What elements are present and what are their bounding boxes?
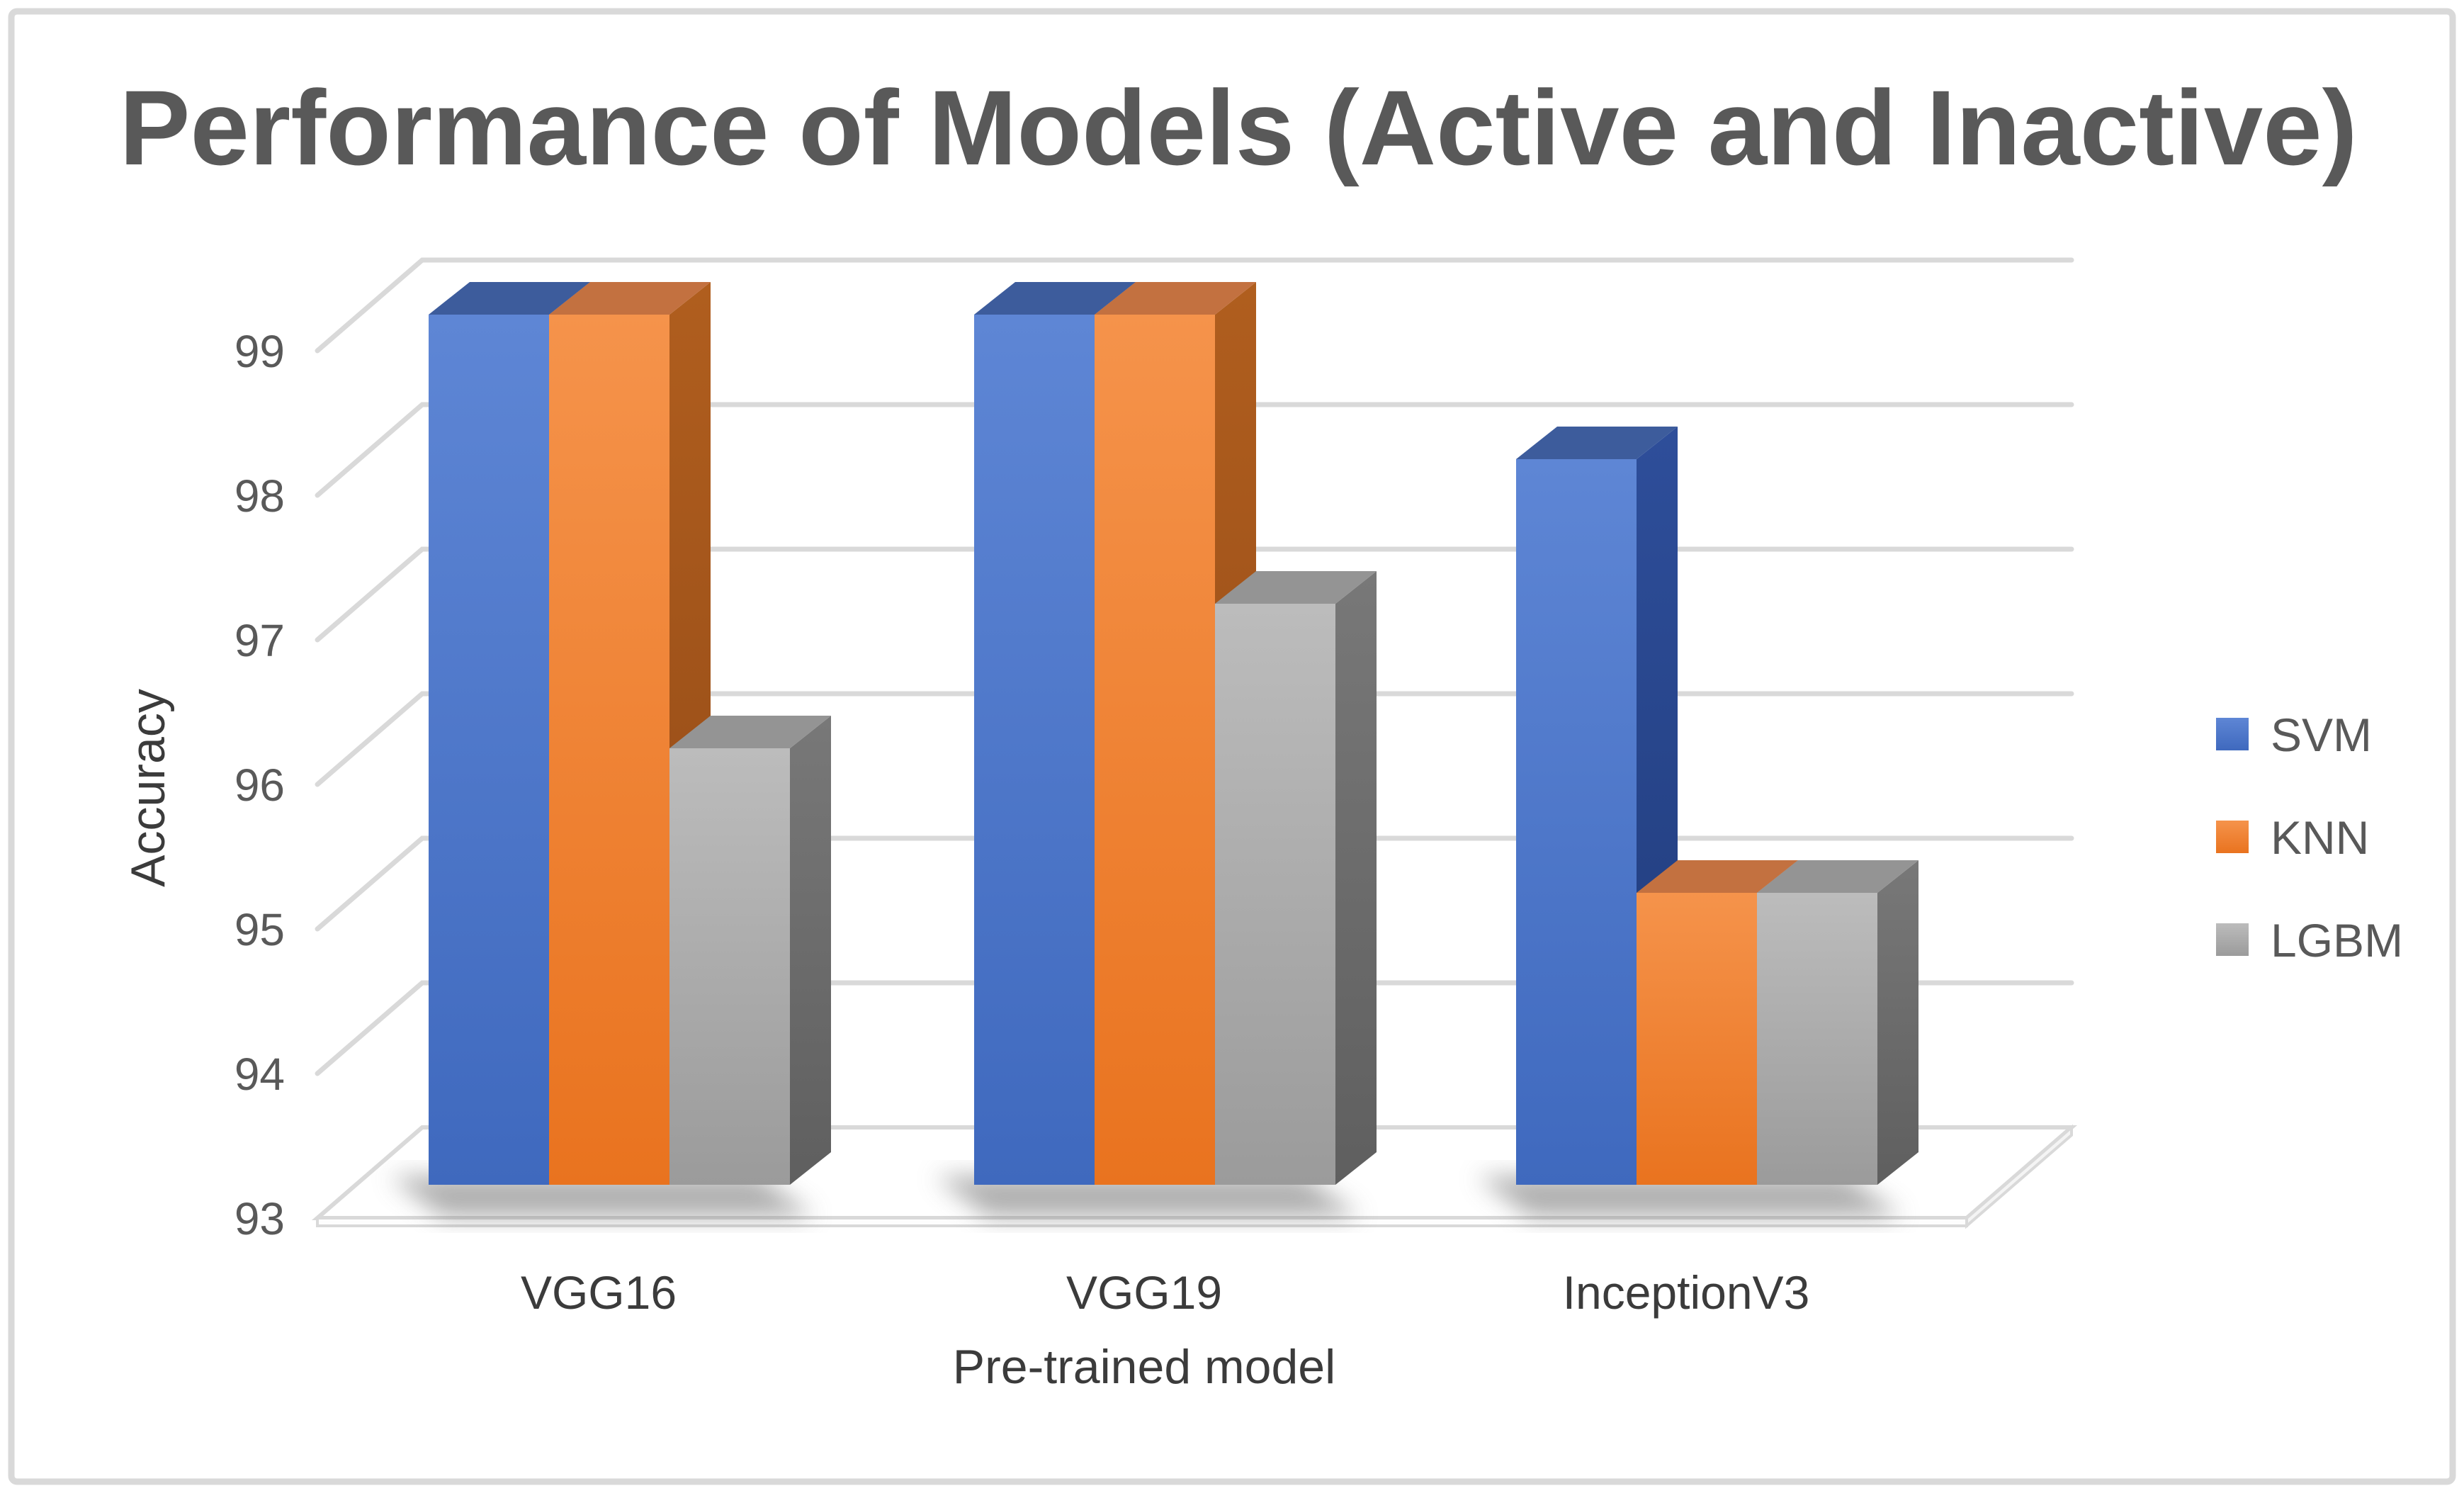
y-axis-title: Accuracy [121,689,175,887]
bar-front-face [1637,893,1757,1185]
bar-top-face [549,282,711,315]
bar-front-face [669,748,790,1185]
bar-top-face [1637,860,1798,893]
x-category-label-vgg19: VGG19 [1066,1266,1222,1319]
legend-label-lgbm: LGBM [2271,914,2403,967]
legend-swatch-svm [2216,718,2249,750]
y-tick-label-99: 99 [234,326,285,377]
bar-knn-vgg19 [1095,282,1256,1185]
bar-lgbm-vgg19 [1215,571,1377,1185]
bar-top-face [429,282,590,315]
bar-front-face [429,315,549,1185]
legend-item-lgbm: LGBM [2216,914,2403,967]
bar-side-face [1877,860,1918,1185]
legend: SVM KNN LGBM [2216,709,2403,967]
bar-top-face [1095,282,1256,315]
bar-shadows [390,1176,1902,1217]
legend-item-svm: SVM [2216,709,2372,761]
cluster-shadow-InceptionV3 [1477,1176,1902,1217]
legend-swatch-knn [2216,821,2249,853]
y-tick-labels: 93 94 95 96 97 98 99 [234,326,285,1244]
cluster-shadow-VGG16 [390,1176,815,1217]
bar-front-face [1215,604,1335,1185]
y-tick-label-96: 96 [234,760,285,811]
bar-top-face [669,716,831,748]
bar-lgbm-inceptionv3 [1757,860,1918,1185]
gridline-98 [315,402,2074,498]
floor-front-face [316,1217,1968,1227]
y-tick-label-93: 93 [234,1193,285,1244]
legend-swatch-lgbm [2216,923,2249,956]
legend-label-svm: SVM [2271,709,2372,761]
y-tick-label-97: 97 [234,615,285,666]
bar-top-face [1215,571,1377,604]
x-axis-title: Pre-trained model [953,1340,1335,1394]
bar-top-face [1757,860,1918,893]
bar-side-face [790,716,831,1185]
y-tick-label-94: 94 [234,1049,285,1100]
bar-top-face [974,282,1136,315]
y-tick-label-98: 98 [234,471,285,522]
floor-right-face [1965,1124,2073,1229]
y-tick-label-95: 95 [234,904,285,955]
cluster-shadow-VGG19 [935,1176,1360,1217]
bar-lgbm-vgg16 [669,716,831,1185]
bar-front-face [974,315,1095,1185]
bar-front-face [1095,315,1215,1185]
x-category-label-inceptionv3: InceptionV3 [1563,1266,1810,1319]
bars [429,282,1918,1185]
gridline-99 [315,257,2074,354]
figure-border [8,8,2456,1485]
bar-front-face [549,315,669,1185]
chart-title: Performance of Models (Active and Inacti… [119,68,2357,187]
legend-label-knn: KNN [2271,811,2369,864]
legend-item-knn: KNN [2216,811,2369,864]
bar-side-face [1335,571,1377,1185]
bar-front-face [1757,893,1877,1185]
x-category-labels: VGG16 VGG19 InceptionV3 [521,1266,1809,1319]
x-category-label-vgg16: VGG16 [521,1266,677,1319]
bar-front-face [1516,459,1637,1185]
bar-top-face [1516,427,1678,459]
